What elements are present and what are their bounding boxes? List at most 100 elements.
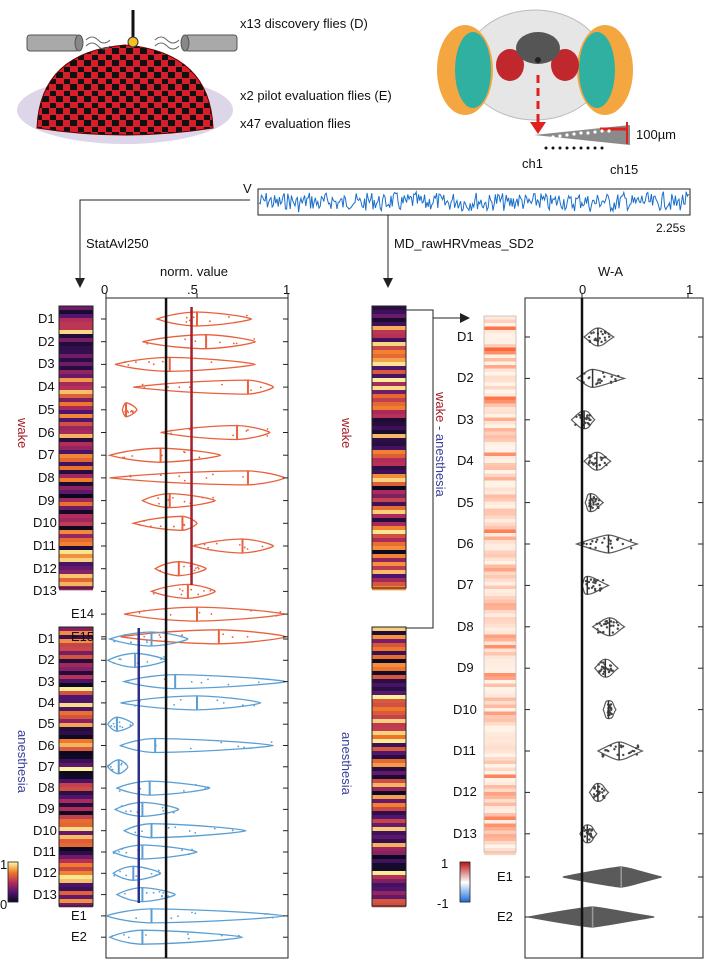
colorbar-cell	[8, 875, 18, 877]
heatmap-cell	[372, 903, 406, 908]
wa-point	[616, 753, 619, 756]
colorbar-cell	[460, 888, 470, 890]
wake-point	[152, 363, 155, 366]
heatmap-cell	[484, 508, 516, 513]
heatmap-cell	[59, 346, 93, 351]
colorbar-cell	[8, 862, 18, 864]
colorbar-cell	[460, 862, 470, 864]
heatmap-cell	[372, 731, 406, 736]
heatmap-cell	[372, 855, 406, 860]
anesthesia-point	[135, 917, 138, 920]
heatmap-cell	[59, 839, 93, 844]
heatmap-cell	[372, 322, 406, 327]
wake-row-label: D11	[33, 538, 56, 553]
anesthesia-point	[118, 721, 121, 724]
anesthesia-point	[194, 912, 197, 915]
colorbar-cell	[460, 897, 470, 899]
wake-point	[158, 502, 160, 505]
heatmap-cell	[484, 536, 516, 541]
heatmap-cell	[484, 669, 516, 674]
heatmap-cell	[59, 434, 93, 439]
heatmap-cell	[484, 375, 516, 380]
anesthesia-point	[200, 681, 203, 684]
heatmap-cell	[372, 486, 406, 491]
heatmap-cell	[59, 518, 93, 523]
heatmap-cell	[59, 691, 93, 696]
wa-row-label: D4	[457, 453, 474, 469]
wa-row-label: D11	[453, 743, 476, 758]
wa-point	[616, 627, 619, 630]
heatmap-cell	[372, 879, 406, 884]
heatmap-cell	[59, 506, 93, 511]
wake-point	[210, 361, 213, 364]
anesthesia-point	[120, 745, 123, 747]
wake-point	[238, 543, 241, 546]
colorbar-cell	[8, 863, 18, 865]
anesthesia-point	[162, 809, 165, 812]
wa-point	[619, 744, 623, 747]
wake-row-label: E15	[71, 628, 95, 644]
wake-point	[170, 429, 173, 432]
colorbar-cell	[8, 874, 18, 876]
heatmap-cell	[484, 421, 516, 425]
wa-point	[603, 537, 606, 540]
wa-point	[622, 753, 625, 757]
heatmap-cell	[484, 533, 516, 537]
anesthesia-point	[127, 681, 130, 684]
heatmap-cell	[372, 562, 406, 567]
anesthesia-point	[111, 935, 114, 937]
anesthesia-point	[220, 934, 223, 937]
wa-point	[596, 502, 600, 506]
heatmap-cell	[484, 774, 516, 779]
wake-point	[203, 589, 205, 592]
heatmap-cell	[59, 667, 93, 672]
wake-point	[141, 383, 144, 386]
heatmap-cell	[484, 498, 516, 502]
heatmap-cell	[484, 708, 516, 712]
heatmap-cell	[484, 501, 516, 506]
wake-point	[197, 566, 199, 569]
heatmap-cell	[59, 386, 93, 391]
heatmap-cell	[484, 417, 516, 422]
wa-point	[600, 379, 603, 383]
heatmap-cell	[59, 711, 93, 716]
wake-row-label: D3	[38, 356, 55, 372]
heatmap-cell	[372, 807, 406, 812]
wake-point	[190, 588, 193, 591]
left-tick-0: 0	[101, 282, 109, 297]
colorbar-cell	[8, 864, 18, 866]
anesthesia-point	[146, 660, 149, 663]
wake-point	[185, 321, 188, 323]
wa-point	[635, 753, 639, 756]
heatmap-cell	[484, 522, 516, 527]
colorbar-cell	[460, 877, 470, 879]
anesthesia-point	[118, 658, 121, 661]
wa-point	[592, 786, 596, 790]
heatmap-cell	[59, 795, 93, 800]
anesthesia-point	[129, 724, 132, 726]
anesthesia-point	[174, 826, 177, 829]
heatmap-cell	[59, 366, 93, 371]
wa-point	[590, 828, 594, 831]
heatmap-cell	[484, 578, 516, 583]
wa-row-label: E2	[497, 909, 513, 924]
wake-violin	[190, 538, 275, 554]
heatmap-cell	[372, 727, 406, 732]
heatmap-cell	[484, 676, 516, 681]
right-axis-box	[524, 297, 704, 959]
heatmap-cell	[372, 635, 406, 640]
heatmap-cell	[59, 823, 93, 828]
heatmap-cell	[484, 519, 516, 523]
anesthesia-point	[119, 725, 121, 728]
colorbar-cell	[460, 893, 470, 895]
wake-point	[245, 314, 248, 317]
wake-point	[259, 386, 262, 389]
wa-point	[591, 540, 594, 543]
colorbar-cell	[8, 879, 18, 881]
right-feature-name: MD_rawHRVmeas_SD2	[394, 236, 534, 251]
heatmap-cell	[59, 534, 93, 539]
wa-point	[617, 374, 620, 378]
wa-point	[594, 546, 597, 550]
heatmap-cell	[372, 839, 406, 844]
heatmap-cell	[372, 346, 406, 351]
